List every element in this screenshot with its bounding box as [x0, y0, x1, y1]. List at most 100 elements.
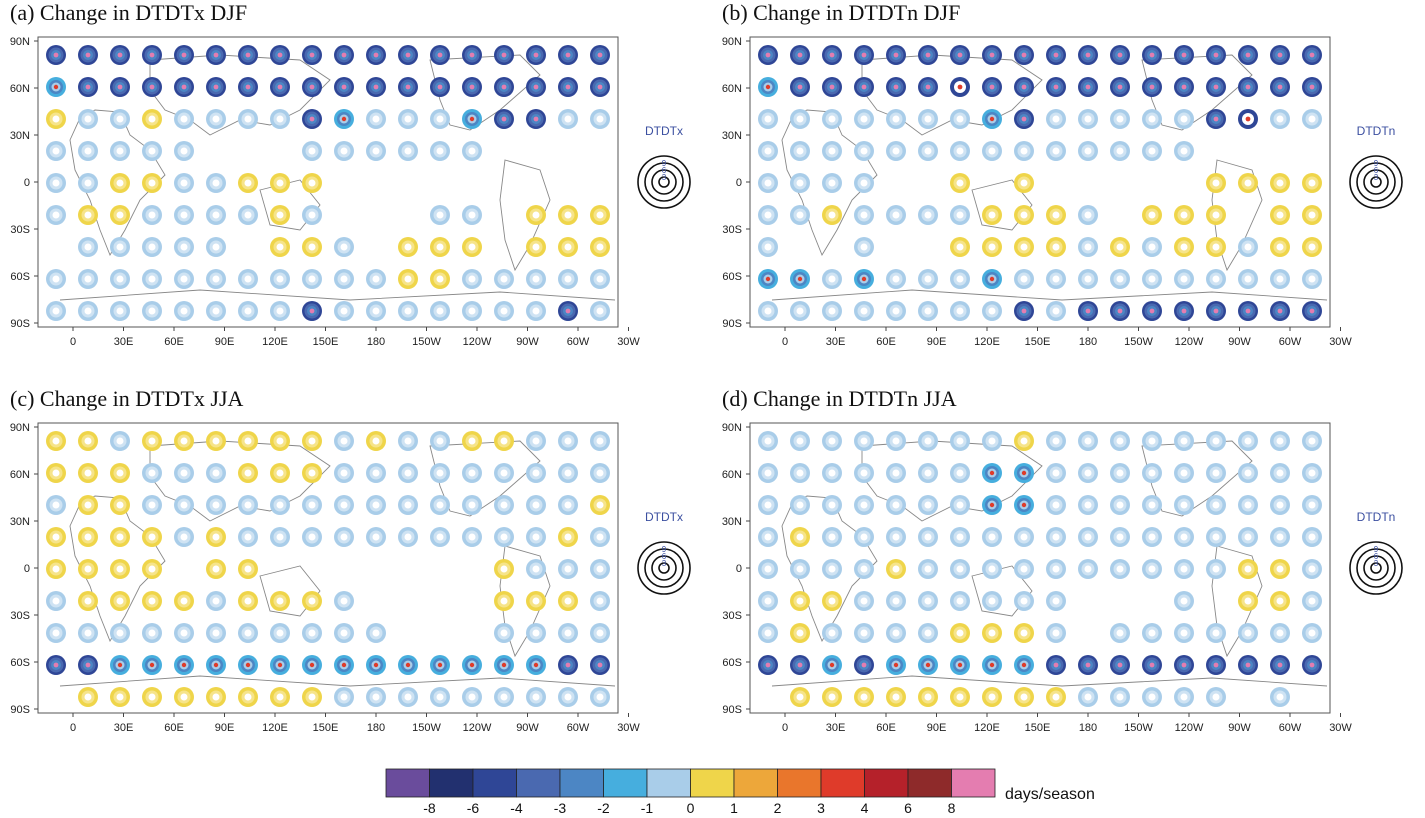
- size-legend-value: 9: [1374, 545, 1379, 554]
- bubble-ring: [1276, 211, 1284, 219]
- bubble-ring: [148, 243, 156, 251]
- bubble-ring: [564, 211, 572, 219]
- bubble-ring: [924, 437, 932, 445]
- bubble: [886, 45, 906, 65]
- bubble: [790, 205, 810, 225]
- bubble: [950, 77, 970, 97]
- bubble-ring: [116, 243, 124, 251]
- bubble: [758, 655, 778, 675]
- bubble: [398, 495, 418, 515]
- bubble-ring: [244, 437, 252, 445]
- bubble-ring: [1148, 565, 1156, 573]
- bubble-ring: [860, 565, 868, 573]
- bubble-ring: [988, 565, 996, 573]
- bubble-ring: [245, 662, 251, 668]
- bubble-ring: [596, 565, 604, 573]
- bubble-ring: [796, 147, 804, 155]
- bubble: [1110, 237, 1130, 257]
- bubble: [494, 269, 514, 289]
- bubble-ring: [957, 84, 963, 90]
- bubble: [1078, 559, 1098, 579]
- bubble: [1078, 141, 1098, 161]
- bubble: [1110, 141, 1130, 161]
- bubble-ring: [437, 662, 443, 668]
- bubble-ring: [372, 469, 380, 477]
- bubble: [1014, 527, 1034, 547]
- bubble-ring: [52, 501, 60, 509]
- bubble-ring: [340, 437, 348, 445]
- bubble-ring: [1053, 84, 1059, 90]
- lat-tick-label: 0: [24, 563, 30, 575]
- bubble: [110, 141, 130, 161]
- bubble: [790, 623, 810, 643]
- bubble: [886, 109, 906, 129]
- lat-tick-label: 60N: [10, 469, 30, 481]
- bubble-ring: [1020, 533, 1028, 541]
- colorbar-label: -8: [423, 800, 436, 816]
- bubble: [822, 141, 842, 161]
- bubble: [950, 463, 970, 483]
- bubble: [590, 527, 610, 547]
- bubble-ring: [892, 147, 900, 155]
- bubble: [886, 559, 906, 579]
- lon-tick-label: 30E: [826, 336, 846, 348]
- bubble: [854, 559, 874, 579]
- bubble-ring: [796, 469, 804, 477]
- bubble: [206, 623, 226, 643]
- bubble-ring: [1276, 597, 1284, 605]
- bubble-ring: [1084, 115, 1092, 123]
- bubble-ring: [180, 533, 188, 541]
- bubble: [1078, 527, 1098, 547]
- bubble-ring: [1052, 437, 1060, 445]
- bubble: [886, 301, 906, 321]
- bubble-ring: [500, 307, 508, 315]
- bubble: [110, 463, 130, 483]
- bubble-ring: [764, 115, 772, 123]
- bubble-ring: [861, 276, 867, 282]
- bubble: [142, 431, 162, 451]
- bubble-ring: [924, 629, 932, 637]
- bubble-ring: [180, 501, 188, 509]
- bubble: [1238, 527, 1258, 547]
- lon-tick-label: 150W: [1124, 336, 1153, 348]
- bubble-ring: [181, 52, 187, 58]
- bubble: [918, 495, 938, 515]
- bubble-ring: [116, 533, 124, 541]
- bubble-ring: [468, 501, 476, 509]
- bubble: [590, 687, 610, 707]
- bubble-ring: [1117, 84, 1123, 90]
- bubble: [462, 495, 482, 515]
- bubble-ring: [212, 693, 220, 701]
- bubble-ring: [1212, 501, 1220, 509]
- bubble-ring: [860, 469, 868, 477]
- bubble-ring: [1053, 662, 1059, 668]
- bubble-ring: [404, 693, 412, 701]
- bubble-ring: [181, 662, 187, 668]
- bubble-ring: [1212, 275, 1220, 283]
- bubble: [1078, 45, 1098, 65]
- bubble-ring: [1181, 308, 1187, 314]
- bubble-ring: [213, 84, 219, 90]
- bubble: [142, 559, 162, 579]
- lon-tick-label: 120E: [262, 722, 288, 734]
- bubble-ring: [1116, 275, 1124, 283]
- bubble-ring: [1149, 662, 1155, 668]
- bubble: [174, 655, 194, 675]
- bubble-ring: [925, 662, 931, 668]
- bubble-ring: [533, 662, 539, 668]
- bubble: [1014, 45, 1034, 65]
- bubble: [238, 269, 258, 289]
- bubble-ring: [797, 52, 803, 58]
- bubble-ring: [52, 275, 60, 283]
- bubble: [822, 655, 842, 675]
- lon-tick-label: 60W: [1279, 336, 1302, 348]
- bubble-ring: [245, 52, 251, 58]
- bubble-ring: [1148, 501, 1156, 509]
- bubble: [238, 495, 258, 515]
- bubble: [1302, 301, 1322, 321]
- bubble-ring: [1020, 629, 1028, 637]
- bubble-ring: [596, 211, 604, 219]
- bubble: [1302, 45, 1322, 65]
- bubble-ring: [180, 243, 188, 251]
- bubble-ring: [276, 501, 284, 509]
